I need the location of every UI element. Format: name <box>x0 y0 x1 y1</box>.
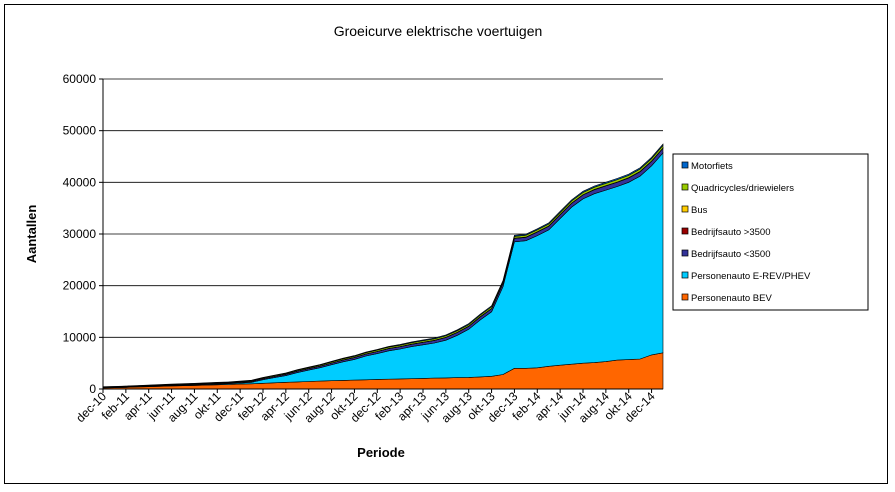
legend-swatch <box>681 205 689 213</box>
legend-swatch <box>681 161 689 169</box>
legend-label: Bedrijfsauto <3500 <box>691 249 771 260</box>
plot-areas <box>102 143 664 390</box>
legend: Motorfiets Quadricycles/driewielers Bus Bed… <box>672 153 869 311</box>
area-series-1 <box>102 152 664 389</box>
legend-label: Bedrijfsauto >3500 <box>691 227 771 238</box>
area-series-6 <box>102 143 664 388</box>
chart-title: Groeicurve elektrische voertuigen <box>334 23 543 39</box>
y-tick-label: 0 <box>89 382 96 396</box>
legend-label: Bus <box>691 205 708 216</box>
y-tick-label: 30000 <box>63 227 97 241</box>
legend-swatch <box>681 249 689 257</box>
y-axis-title: Aantallen <box>24 205 39 264</box>
y-tick-label: 40000 <box>63 175 97 189</box>
y-tick-label: 50000 <box>63 124 97 138</box>
legend-label: Personenauto E-REV/PHEV <box>691 271 811 282</box>
legend-label: Quadricycles/driewielers <box>691 183 794 194</box>
y-tick-labels: 0 10000 20000 30000 40000 50000 60000 <box>63 72 97 396</box>
legend-box <box>672 153 869 311</box>
legend-swatch <box>681 271 689 279</box>
y-tick-label: 60000 <box>63 72 97 86</box>
x-tick-labels: dec-10feb-11apr-11jun-11aug-11okt-11dec-… <box>73 389 658 426</box>
axes <box>102 79 663 393</box>
legend-label: Personenauto BEV <box>691 293 772 304</box>
x-axis-title: Periode <box>357 445 405 460</box>
legend-swatch <box>681 227 689 235</box>
legend-swatch <box>681 183 689 191</box>
y-tick-label: 20000 <box>63 279 97 293</box>
legend-label: Motorfiets <box>691 161 733 172</box>
y-tick-label: 10000 <box>63 330 97 344</box>
legend-swatch <box>681 293 689 301</box>
